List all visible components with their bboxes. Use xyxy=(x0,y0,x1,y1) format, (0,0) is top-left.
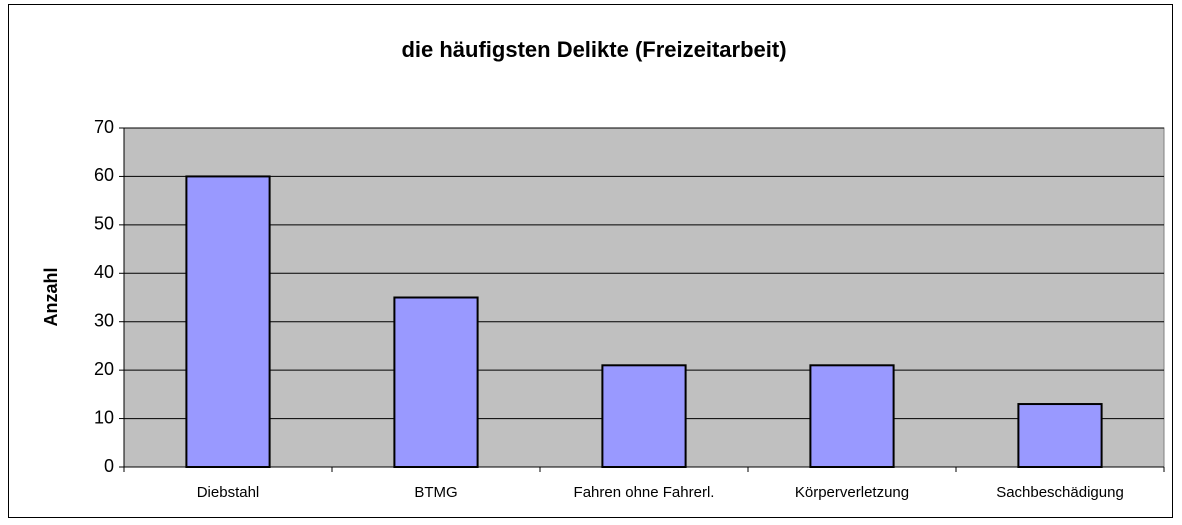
bar xyxy=(393,296,479,468)
y-tick-label: 30 xyxy=(94,310,114,330)
x-tick-label: Sachbeschädigung xyxy=(996,484,1124,501)
y-axis-label: Anzahl xyxy=(41,267,61,326)
x-tick-label: BTMG xyxy=(414,484,457,501)
y-tick-label: 50 xyxy=(94,214,114,234)
bar xyxy=(809,364,895,468)
y-tick-label: 70 xyxy=(94,117,114,137)
bar xyxy=(1017,403,1103,468)
bar xyxy=(601,364,687,468)
x-tick-label: Diebstahl xyxy=(197,484,260,501)
x-tick-label: Körperverletzung xyxy=(795,484,909,501)
x-tick-label: Fahren ohne Fahrerl. xyxy=(574,484,715,501)
y-tick-label: 20 xyxy=(94,359,114,379)
y-tick-label: 60 xyxy=(94,165,114,185)
y-tick-label: 40 xyxy=(94,262,114,282)
y-tick-label: 10 xyxy=(94,407,114,427)
bar xyxy=(185,175,271,469)
chart-title: die häufigsten Delikte (Freizeitarbeit) xyxy=(401,37,786,62)
y-tick-label: 0 xyxy=(104,456,114,476)
